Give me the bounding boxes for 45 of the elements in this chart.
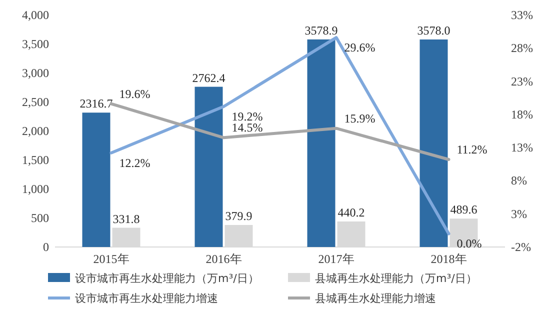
y2-tick-label: 13% (511, 140, 533, 155)
x-tick-label: 2015年 (93, 252, 130, 266)
y2-tick-label: 3% (511, 206, 527, 221)
y2-tick-label: 33% (511, 8, 533, 22)
bar (194, 86, 223, 247)
x-tick-label: 2017年 (318, 252, 354, 266)
data-label: 2316.7 (80, 96, 113, 111)
data-label: 14.5% (232, 120, 263, 135)
legend-label: 设市城市再生水处理能力增速 (75, 292, 218, 305)
data-label: 489.6 (450, 202, 478, 217)
y-tick-label: 1,000 (22, 182, 49, 196)
data-label: 29.6% (344, 40, 376, 55)
x-tick-label: 2016年 (206, 252, 242, 266)
y-tick-label: 2,500 (22, 95, 49, 109)
legend-label: 设市城市再生水处理能力（万m³/日） (75, 272, 259, 285)
y2-tick-label: 28% (511, 41, 533, 56)
y-tick-label: 3,500 (22, 37, 49, 51)
y-tick-label: 500 (31, 211, 49, 225)
data-label: 0.0% (456, 236, 482, 251)
y2-tick-label: 18% (511, 107, 533, 122)
x-tick-label: 2018年 (430, 252, 467, 266)
bar (82, 112, 110, 247)
data-label: 19.6% (119, 86, 150, 101)
y-tick-label: 2,000 (22, 124, 49, 138)
data-label: 15.9% (344, 111, 376, 126)
data-label: 11.2% (456, 142, 488, 157)
y-tick-label: 3,000 (22, 66, 49, 80)
data-label: 3578.0 (417, 23, 450, 38)
data-label: 19.2% (232, 109, 263, 124)
bar (307, 39, 336, 247)
y2-tick-label: 8% (511, 174, 527, 188)
data-label: 331.8 (112, 212, 140, 226)
y-tick-label: 4,000 (22, 8, 49, 22)
y2-tick-label: 23% (511, 74, 533, 88)
legend-label: 县城再生水处理能力增速 (315, 292, 436, 305)
data-label: 440.2 (338, 205, 365, 220)
bar (420, 39, 448, 247)
legend-label: 县城再生水处理能力（万m³/日） (315, 272, 477, 285)
data-label: 379.9 (225, 208, 252, 223)
y2-tick-label: -2% (511, 240, 531, 254)
y-tick-label: 0 (43, 240, 49, 254)
y-tick-label: 1,500 (22, 153, 49, 167)
data-label: 3578.9 (304, 23, 338, 38)
data-label: 12.2% (119, 156, 150, 170)
data-label: 2762.4 (192, 70, 226, 85)
